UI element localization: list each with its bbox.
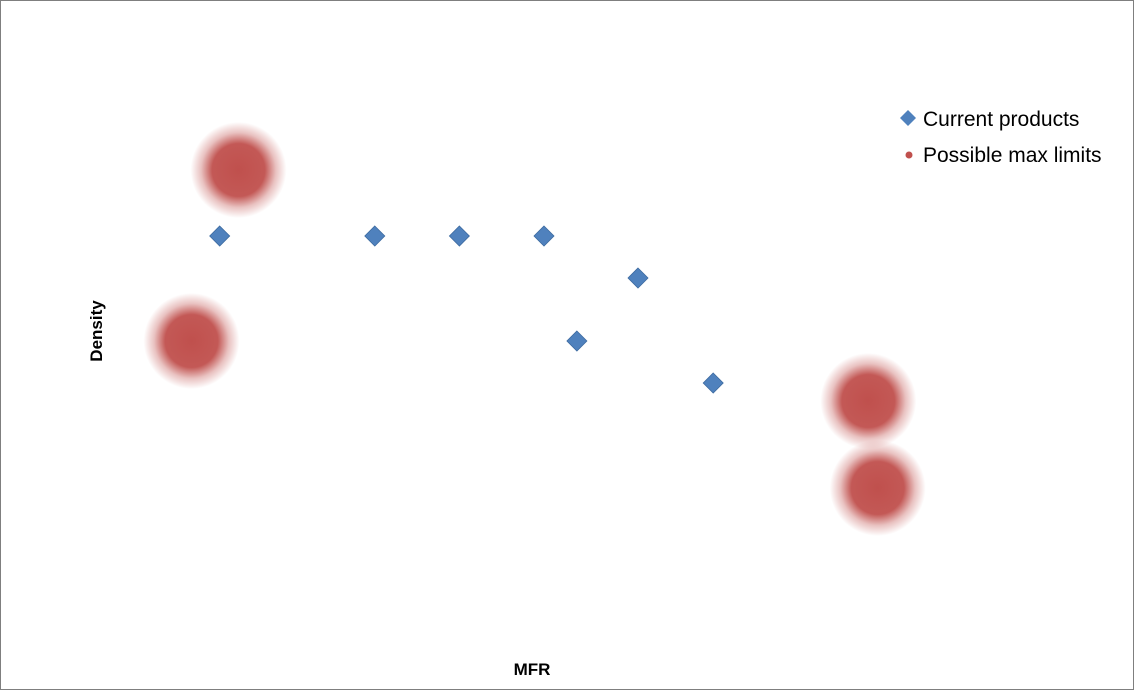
legend-item-possible-max-limits: Possible max limits bbox=[905, 144, 1102, 167]
current-product-point-2 bbox=[364, 225, 386, 247]
possible-max-limit-point-4 bbox=[829, 440, 926, 536]
current-product-point-7 bbox=[702, 372, 724, 394]
legend-label-possible-max-limits: Possible max limits bbox=[923, 144, 1102, 167]
current-product-point-5 bbox=[627, 267, 649, 289]
current-product-point-1 bbox=[209, 225, 231, 247]
legend: Current products Possible max limits bbox=[900, 108, 1102, 167]
current-products-series bbox=[209, 225, 724, 394]
legend-item-current-products: Current products bbox=[900, 108, 1079, 131]
possible-max-limit-point-2 bbox=[143, 293, 240, 389]
legend-diamond-marker bbox=[900, 110, 916, 126]
x-axis-title: MFR bbox=[514, 660, 551, 679]
y-axis-title: Density bbox=[87, 300, 106, 362]
current-product-point-3 bbox=[448, 225, 470, 247]
legend-label-current-products: Current products bbox=[923, 108, 1079, 131]
current-product-point-4 bbox=[533, 225, 555, 247]
possible-max-limit-point-3 bbox=[820, 353, 917, 449]
legend-dot-marker bbox=[905, 151, 913, 159]
current-product-point-6 bbox=[566, 330, 588, 352]
possible-max-limits-series bbox=[143, 122, 926, 536]
possible-max-limit-point-1 bbox=[190, 122, 287, 218]
